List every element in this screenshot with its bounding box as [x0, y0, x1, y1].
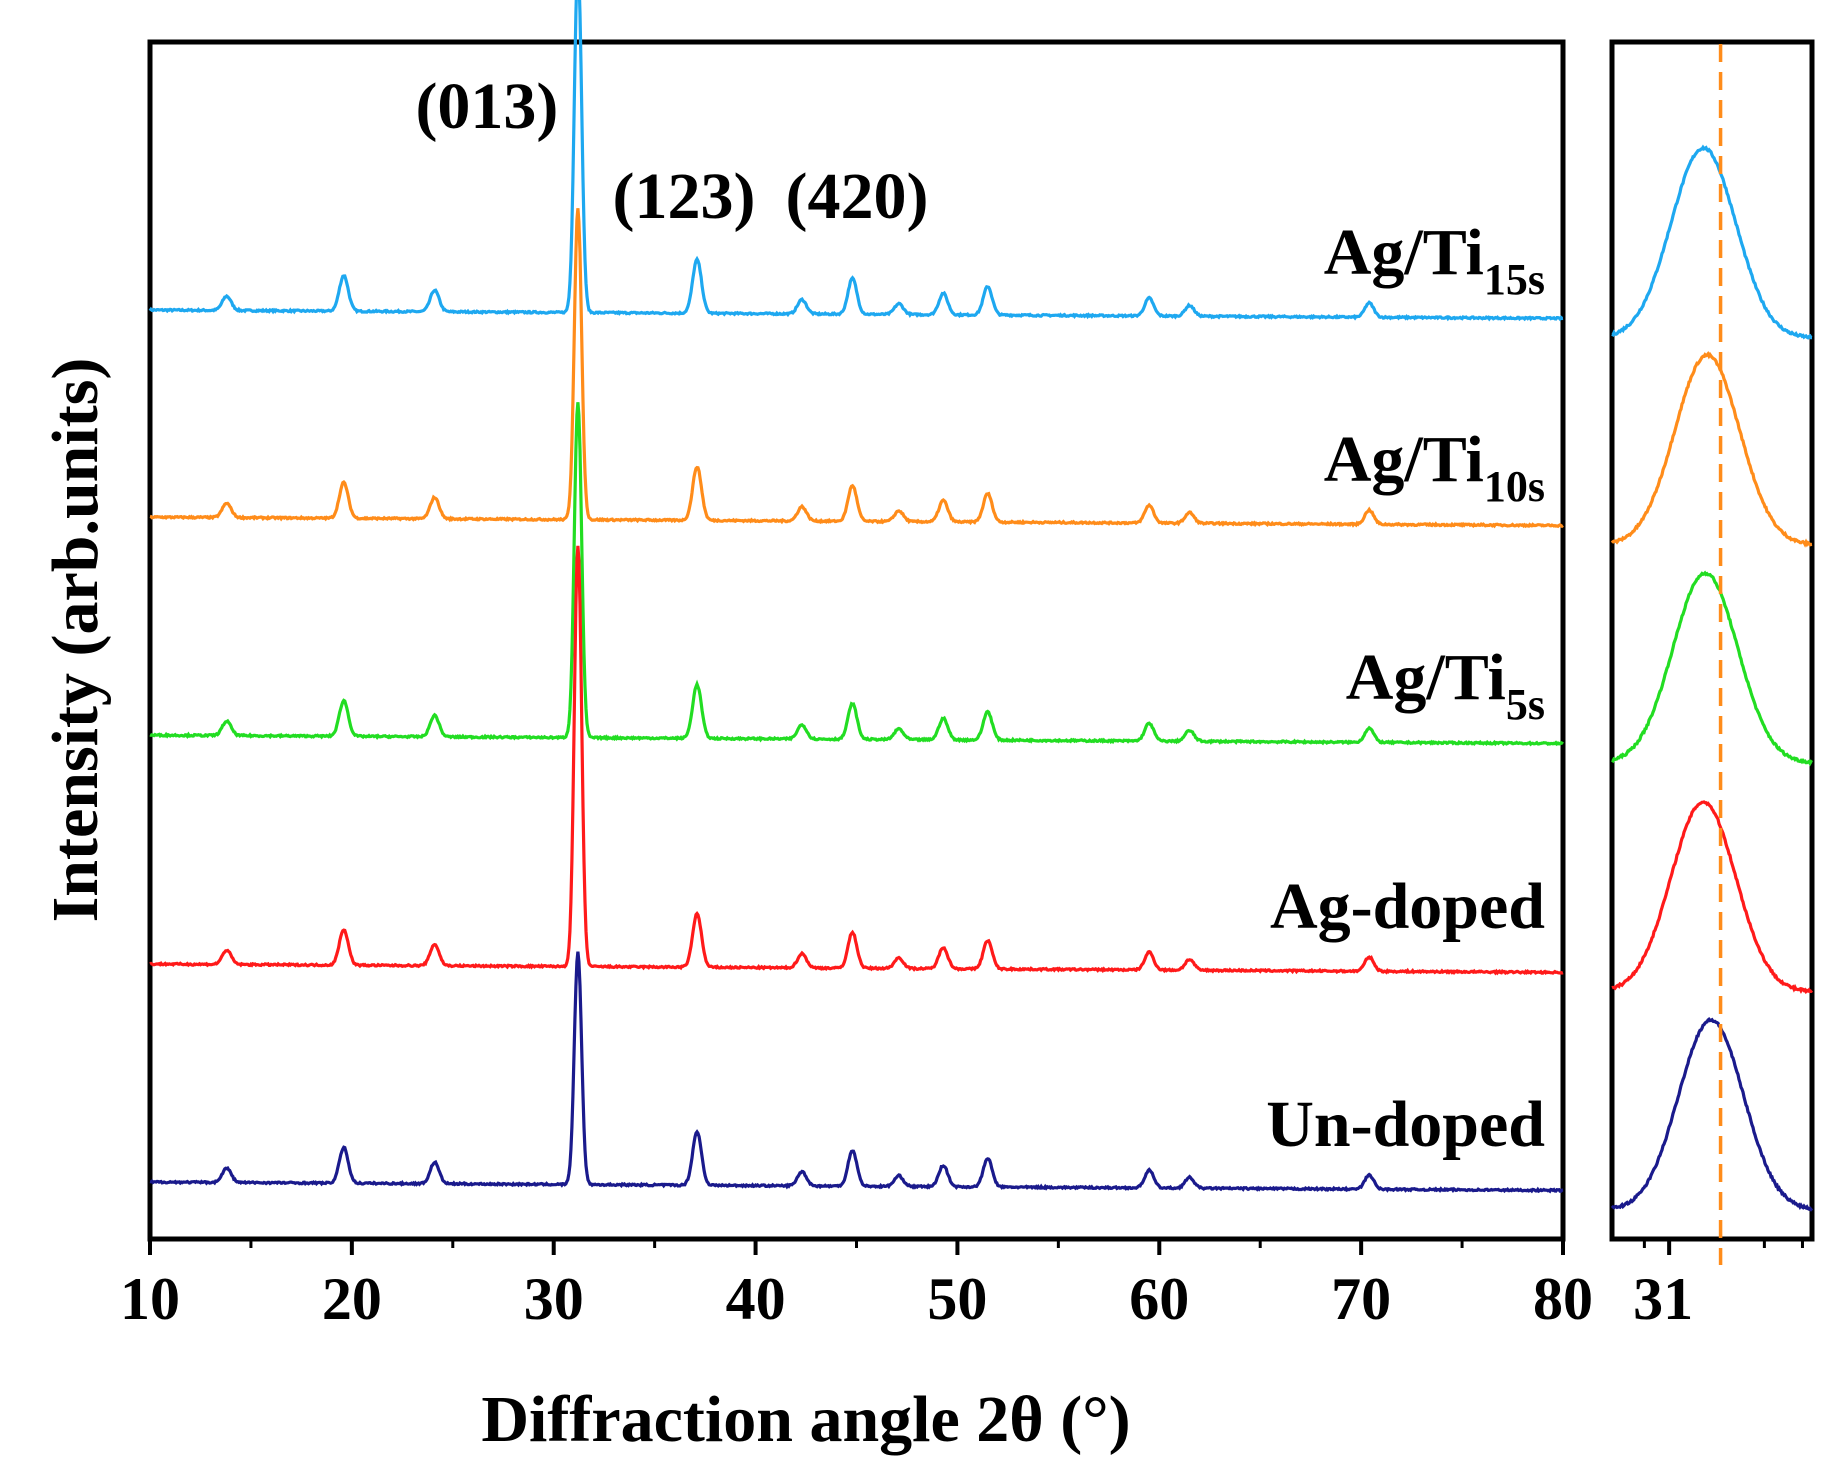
peak-labels: (013) (123) (420) — [415, 70, 928, 233]
x-tick-label: 70 — [1331, 1266, 1391, 1332]
x-axis-title: Diffraction angle 2θ (°) — [481, 1383, 1130, 1456]
peak-label: (013) — [415, 70, 558, 143]
series-labels: Ag/Ti15s Ag/Ti10s Ag/Ti5s Ag-doped Un-doped — [1266, 216, 1545, 1161]
x-tick-label: 40 — [726, 1266, 786, 1332]
x-tick-label: 20 — [322, 1266, 382, 1332]
inset-series-line-un-doped — [1610, 1017, 1814, 1212]
series-label: Ag-doped — [1270, 870, 1545, 943]
series-line-ag-doped — [149, 545, 1564, 976]
inset-series-line-ag-ti5s — [1611, 570, 1813, 767]
peak-label: (123) — [613, 160, 756, 233]
main-traces — [148, 0, 1564, 1194]
peak-label: (420) — [786, 160, 929, 233]
series-label: Ag/Ti5s — [1346, 641, 1545, 729]
x-tick-label: 30 — [524, 1266, 584, 1332]
inset-traces — [1610, 44, 1814, 1265]
series-label: Ag/Ti10s — [1324, 423, 1545, 511]
inset-x-axis-ticks: 31 — [1633, 1239, 1804, 1332]
x-tick-label: 80 — [1533, 1266, 1593, 1332]
x-tick-label: 10 — [120, 1266, 180, 1332]
series-line-ag-ti5s — [149, 402, 1564, 747]
inset-series-line-ag-ti15s — [1611, 144, 1813, 340]
inset-series-line-ag-ti10s — [1610, 351, 1813, 548]
series-label: Ag/Ti15s — [1324, 216, 1545, 304]
series-label: Un-doped — [1266, 1088, 1545, 1161]
series-line-un-doped — [149, 951, 1564, 1194]
series-line-ag-ti15s — [148, 0, 1564, 322]
inset-series-line-ag-doped — [1611, 800, 1814, 995]
series-line-ag-ti10s — [149, 208, 1564, 529]
x-axis-ticks: 10 20 30 40 50 60 70 80 — [120, 1239, 1593, 1332]
x-tick-label: 60 — [1129, 1266, 1189, 1332]
inset-plot-frame — [1609, 39, 1815, 1242]
y-axis-title: Intensity (arb.units) — [39, 358, 112, 923]
x-tick-label: 50 — [927, 1266, 987, 1332]
inset-x-tick-label: 31 — [1633, 1266, 1693, 1332]
